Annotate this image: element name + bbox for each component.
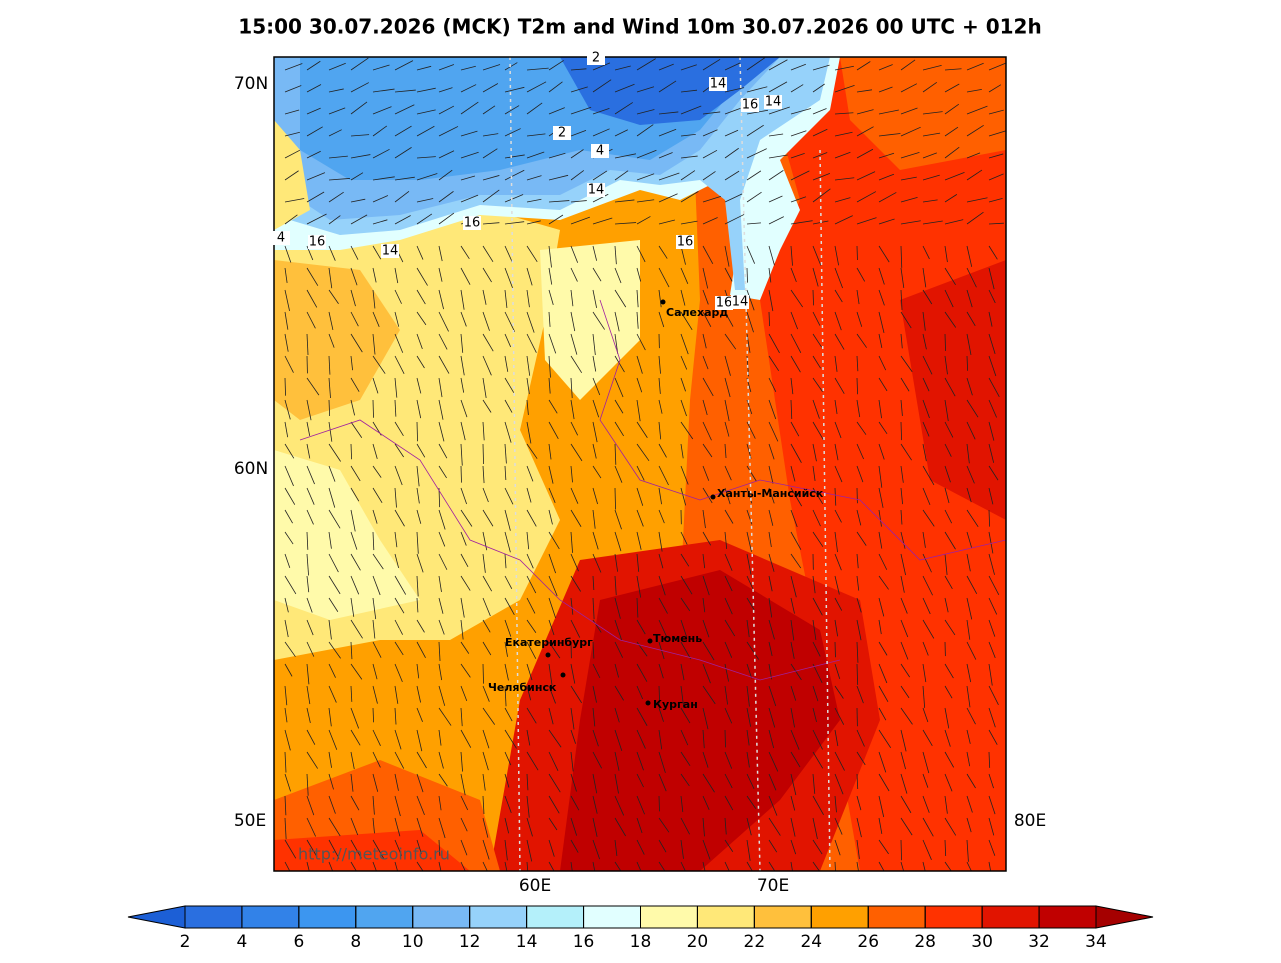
colorbar-segment [184, 905, 243, 929]
city-label: Тюмень [653, 632, 702, 645]
colorbar-label: 24 [800, 932, 822, 952]
title: 15:00 30.07.2026 (MCK) T2m and Wind 10m … [238, 15, 1041, 39]
contour-label: 14 [588, 183, 605, 198]
contour-label: 4 [596, 144, 604, 159]
contour-label-bg [715, 296, 733, 310]
colorbar-segment [810, 905, 869, 929]
contour-label: 4 [277, 231, 285, 246]
colorbar-label: 12 [459, 932, 481, 952]
contour-label: 16 [716, 296, 733, 311]
colorbar-segment [412, 905, 471, 929]
city-label: Салехард [666, 306, 728, 319]
colorbar: 2 4 6 8 10 12 14 16 18 20 22 24 26 28 30 32 34 [127, 905, 1154, 952]
colorbar-extend [1095, 905, 1154, 929]
lat-label: 60N [234, 459, 268, 479]
contour-label: 16 [742, 98, 759, 113]
colorbar-label: 8 [350, 932, 361, 952]
contour-label-bg [741, 98, 759, 112]
colorbar-segment [241, 905, 300, 929]
colorbar-segment [583, 905, 641, 929]
colorbar-label: 10 [402, 932, 424, 952]
lon-label: 80E [1014, 811, 1046, 831]
city-label: Ханты-Мансийск [717, 487, 824, 500]
colorbar-label: 26 [857, 932, 879, 952]
contour-label-bg [463, 216, 481, 230]
contour-label-bg [553, 126, 571, 140]
contour-label: 16 [677, 235, 694, 250]
colorbar-label: 14 [516, 932, 538, 952]
contour-label: 14 [710, 77, 727, 92]
colorbar-label: 6 [293, 932, 304, 952]
contour-label-bg [764, 95, 782, 109]
colorbar-label: 32 [1028, 932, 1050, 952]
map [274, 57, 1006, 871]
colorbar-segment [355, 905, 414, 929]
colorbar-segment [1038, 905, 1097, 929]
lat-label: 70N [234, 74, 268, 94]
contour-label: 16 [309, 235, 326, 250]
colorbar-label: 16 [573, 932, 595, 952]
city-label: Екатеринбург [505, 636, 593, 649]
contour-label-bg [731, 295, 749, 309]
colorbar-segment [867, 905, 926, 929]
contour-label-bg [587, 51, 605, 65]
city-label: Челябинск [488, 681, 557, 694]
colorbar-label: 28 [914, 932, 936, 952]
colorbar-segment [924, 905, 983, 929]
colorbar-segment [640, 905, 698, 929]
colorbar-label: 4 [237, 932, 248, 952]
city-label: Курган [653, 698, 698, 711]
colorbar-segment [753, 905, 812, 929]
lon-label: 70E [757, 876, 789, 896]
contour-label-bg [381, 244, 399, 258]
watermark: http://meteoinfo.ru [298, 845, 450, 864]
colorbar-segment [696, 905, 755, 929]
colorbar-label: 34 [1085, 932, 1107, 952]
colorbar-segment [469, 905, 528, 929]
contour-label: 16 [464, 216, 481, 231]
colorbar-extend [127, 905, 186, 929]
lon-label: 60E [519, 876, 551, 896]
contour-label: 2 [558, 126, 566, 141]
lon-label: 50E [234, 811, 266, 831]
contour-label: 2 [592, 51, 600, 66]
cities: Салехард Ханты-Мансийск Екатеринбург Тюм… [488, 299, 824, 711]
contour-label: 14 [382, 244, 399, 259]
colorbar-label: 20 [687, 932, 709, 952]
colorbar-label: 2 [180, 932, 191, 952]
contour-label-bg [587, 183, 605, 197]
contour-label-bg [591, 144, 609, 158]
contour-label: 14 [732, 295, 749, 310]
colorbar-label: 30 [971, 932, 993, 952]
contour-label: 14 [765, 95, 782, 110]
contour-label-bg [308, 235, 326, 249]
colorbar-segment [526, 905, 585, 929]
colorbar-segment [981, 905, 1040, 929]
contour-label-bg [272, 231, 290, 245]
colorbar-segment [298, 905, 357, 929]
colorbar-label: 22 [744, 932, 766, 952]
contour-label-bg [676, 235, 694, 249]
contour-label-bg [709, 77, 727, 91]
colorbar-label: 18 [630, 932, 652, 952]
